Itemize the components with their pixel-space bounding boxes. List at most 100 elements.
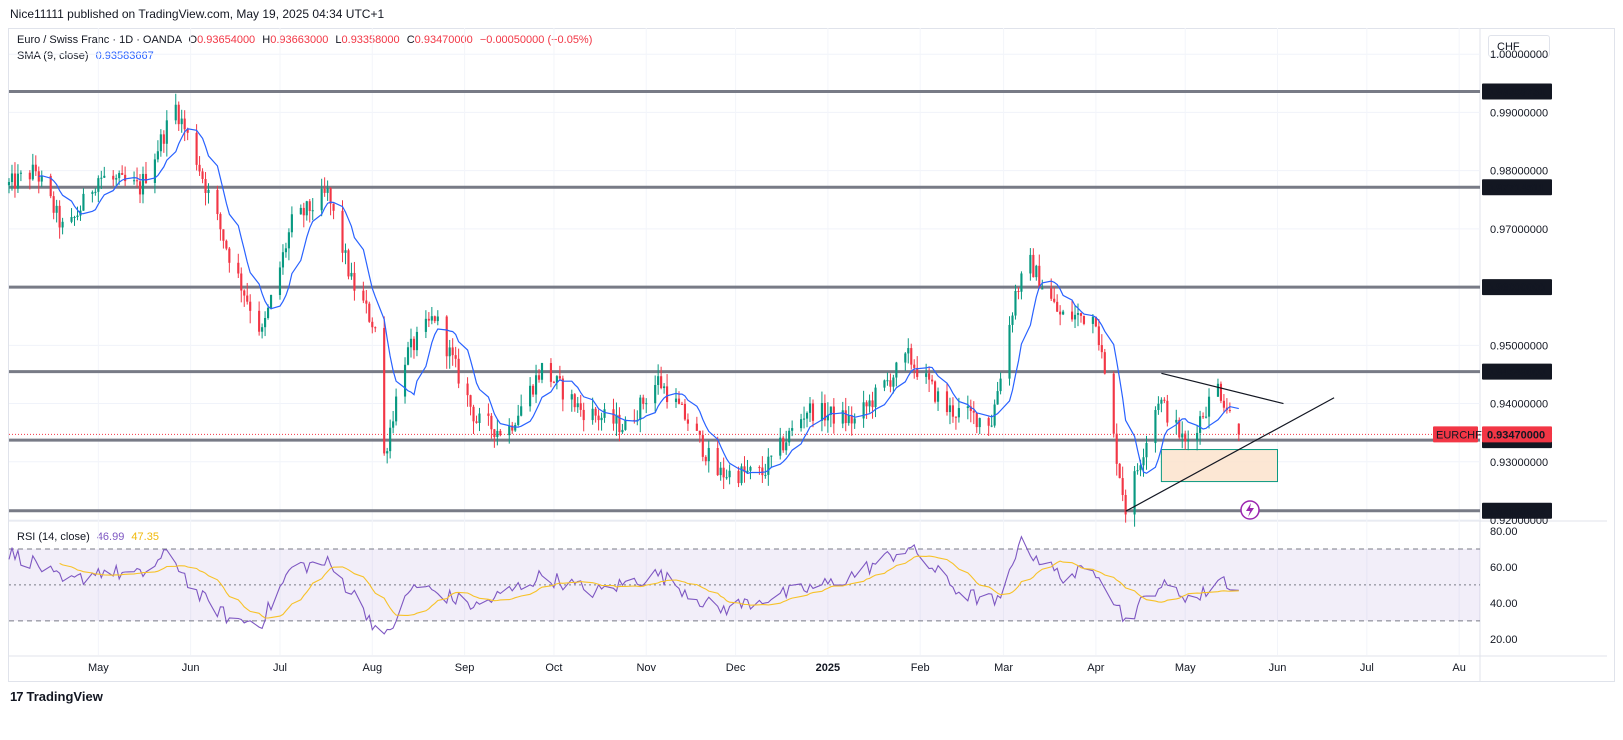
candle-body [1050, 288, 1053, 299]
candle-body [40, 175, 43, 182]
candle-body [281, 252, 285, 268]
candle-body [216, 189, 219, 215]
candle-body [392, 421, 395, 428]
candle-body [278, 267, 282, 296]
candle-body [514, 424, 517, 431]
candle-body [1196, 432, 1199, 441]
candle-body [615, 414, 618, 424]
candle-body [972, 410, 975, 413]
candle-body [1076, 313, 1080, 315]
candle-body [1014, 290, 1017, 316]
currency-button[interactable]: CHF [1488, 35, 1550, 57]
candle-body [493, 429, 496, 438]
candle-body [677, 398, 681, 404]
candle-body [249, 301, 252, 311]
candle-body [532, 385, 535, 395]
candle-body [928, 373, 931, 380]
candle-body [931, 379, 934, 382]
candle-body [850, 415, 853, 424]
sma-legend: SMA (9, close) 0.93583667 [17, 50, 154, 62]
candle-body [1216, 383, 1220, 397]
tradingview-brand[interactable]: 17 TradingView [10, 689, 103, 704]
candle-body [1118, 463, 1121, 479]
candle-body [487, 413, 490, 416]
candle-body [770, 455, 773, 457]
candle-body [454, 355, 457, 359]
rsi-tick-label: 40.00 [1490, 598, 1518, 610]
chart-frame[interactable] [8, 28, 1615, 682]
candle-body [892, 377, 895, 387]
candle-body [412, 338, 416, 351]
candle-body [1038, 265, 1041, 289]
candle-body [874, 387, 877, 408]
candle-body [680, 403, 684, 405]
candle-body [853, 418, 856, 424]
candle-body [1136, 470, 1139, 472]
candle-body [424, 318, 427, 332]
candle-body [466, 383, 469, 396]
level-price-label: 0.97714511 [1487, 182, 1545, 194]
candle-body [308, 201, 311, 211]
rsi-label[interactable]: RSI (14, close) [17, 531, 90, 543]
candle-body [954, 416, 957, 418]
candle-body [1133, 471, 1136, 515]
candle-body [246, 295, 249, 302]
candle-body [91, 192, 94, 194]
candle-body [674, 398, 678, 403]
candle-body [1029, 254, 1032, 274]
candle-body [597, 415, 600, 421]
current-price-label: 0.93470000 [1487, 429, 1545, 441]
candle-body [162, 134, 165, 144]
candle-body [183, 118, 186, 130]
candle-body [1103, 352, 1106, 374]
candle-body [61, 221, 64, 228]
candle-body [1207, 396, 1211, 417]
candle-body [1201, 416, 1205, 418]
candle-body [13, 173, 17, 189]
level-price-label-bg [1482, 363, 1552, 380]
candle-body [865, 402, 868, 407]
candle-body [805, 412, 809, 419]
candle-body [1035, 265, 1038, 278]
candle-body [371, 321, 374, 328]
candle-body [847, 415, 850, 424]
candle-body [1079, 313, 1083, 316]
candle-body [520, 406, 523, 416]
price-tick-label: 0.93000000 [1490, 457, 1548, 469]
candle-body [94, 191, 97, 193]
candle-body [800, 419, 803, 429]
candle-body [618, 414, 621, 433]
candle-body [1059, 311, 1062, 315]
candle-body [657, 376, 660, 385]
level-price-label-bg [1482, 179, 1552, 196]
candle-body [999, 378, 1002, 392]
candle-body [1178, 419, 1181, 438]
candle-body [582, 409, 585, 421]
candle-body [138, 181, 142, 195]
symbol-title[interactable]: Euro / Swiss Franc · 1D · OANDA [17, 34, 182, 46]
candle-body [341, 210, 344, 253]
demand-zone-rectangle[interactable] [1160, 449, 1279, 483]
candle-body [240, 273, 243, 291]
candle-body [415, 331, 419, 351]
candle-body [826, 414, 829, 421]
descending-trendline[interactable] [1161, 372, 1284, 405]
candle-body [761, 467, 764, 476]
candle-body [141, 173, 145, 195]
ascending-trendline[interactable] [1125, 397, 1335, 512]
candle-body [28, 172, 31, 180]
candle-body [1145, 443, 1148, 458]
candle-body [350, 272, 353, 277]
candle-body [832, 406, 835, 424]
candle-body [436, 316, 439, 322]
candle-body [7, 182, 11, 186]
candle-body [427, 318, 430, 321]
candle-body [403, 364, 407, 397]
candle-body [791, 428, 794, 431]
sma-label[interactable]: SMA (9, close) [17, 50, 89, 62]
candle-body [448, 347, 451, 357]
candle-body [1166, 400, 1169, 423]
rsi-ma-line [59, 555, 1239, 619]
candle-body [1199, 416, 1202, 433]
